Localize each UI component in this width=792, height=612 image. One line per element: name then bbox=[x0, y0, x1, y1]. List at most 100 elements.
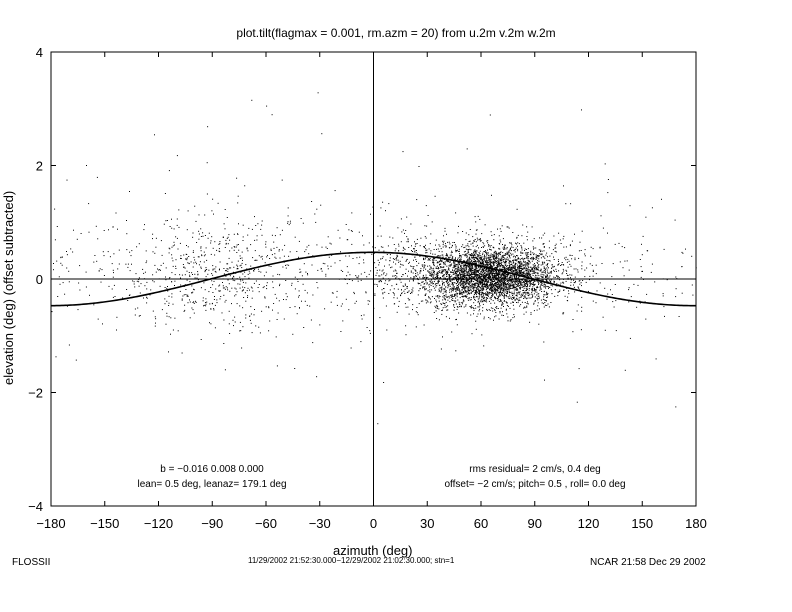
data-point bbox=[524, 275, 526, 276]
data-point bbox=[534, 267, 535, 269]
data-point bbox=[492, 269, 493, 271]
data-point bbox=[477, 261, 479, 263]
data-point bbox=[478, 273, 480, 274]
data-point bbox=[112, 296, 114, 298]
data-point bbox=[547, 281, 549, 283]
data-point bbox=[526, 252, 528, 254]
data-point bbox=[485, 292, 486, 294]
data-point bbox=[457, 282, 458, 284]
data-point bbox=[513, 283, 515, 285]
data-point bbox=[439, 287, 441, 289]
data-point bbox=[569, 245, 571, 247]
data-point bbox=[429, 265, 431, 267]
data-point bbox=[465, 280, 467, 282]
data-point bbox=[524, 290, 526, 292]
data-point bbox=[464, 289, 466, 291]
data-point bbox=[487, 262, 489, 264]
data-point bbox=[459, 297, 461, 299]
data-point bbox=[475, 269, 476, 271]
data-point bbox=[460, 270, 462, 272]
data-point bbox=[498, 294, 500, 296]
data-point bbox=[525, 280, 527, 282]
data-point bbox=[144, 224, 145, 226]
data-point bbox=[416, 307, 418, 308]
data-point bbox=[472, 236, 474, 238]
data-point bbox=[475, 284, 477, 286]
data-point bbox=[482, 254, 484, 256]
data-point bbox=[303, 263, 305, 265]
data-point bbox=[479, 293, 480, 294]
data-point bbox=[471, 262, 473, 264]
data-point bbox=[465, 248, 467, 250]
data-point bbox=[476, 293, 477, 295]
data-point bbox=[497, 280, 499, 282]
data-point bbox=[512, 232, 514, 233]
data-point bbox=[493, 239, 495, 241]
data-point bbox=[460, 265, 461, 267]
data-point bbox=[466, 255, 468, 257]
data-point bbox=[419, 288, 421, 290]
data-point bbox=[512, 304, 514, 306]
data-point bbox=[503, 287, 505, 289]
data-point bbox=[506, 292, 507, 294]
data-point bbox=[444, 270, 446, 272]
data-point bbox=[486, 309, 488, 311]
data-point bbox=[449, 260, 451, 262]
data-point bbox=[490, 271, 492, 273]
data-point bbox=[575, 268, 577, 270]
data-point bbox=[471, 276, 473, 278]
data-point bbox=[249, 272, 251, 274]
data-point bbox=[453, 288, 455, 290]
data-point bbox=[488, 244, 490, 246]
data-point bbox=[479, 280, 481, 282]
data-point bbox=[501, 304, 503, 306]
data-point bbox=[480, 257, 481, 259]
data-point bbox=[469, 259, 471, 261]
data-point bbox=[507, 258, 509, 260]
data-point bbox=[406, 216, 408, 218]
data-point bbox=[446, 253, 447, 255]
data-point bbox=[439, 296, 441, 297]
data-point bbox=[531, 292, 533, 294]
data-point bbox=[496, 257, 498, 259]
data-point bbox=[539, 237, 540, 239]
data-point bbox=[513, 289, 515, 291]
data-point bbox=[494, 296, 496, 298]
data-point bbox=[511, 276, 513, 278]
data-point bbox=[521, 247, 523, 249]
data-point bbox=[499, 262, 501, 264]
data-point bbox=[193, 262, 195, 264]
data-point bbox=[532, 294, 534, 296]
data-point bbox=[237, 260, 239, 262]
data-point bbox=[186, 270, 188, 272]
data-point bbox=[506, 270, 507, 272]
data-point bbox=[218, 290, 220, 292]
data-point bbox=[521, 284, 523, 286]
data-point bbox=[190, 261, 192, 263]
data-point bbox=[494, 259, 496, 261]
data-point bbox=[422, 265, 424, 267]
data-point bbox=[475, 272, 477, 274]
data-point bbox=[543, 284, 545, 286]
data-point bbox=[423, 246, 425, 248]
data-point bbox=[498, 301, 500, 303]
data-point bbox=[494, 284, 496, 286]
data-point bbox=[474, 269, 476, 271]
data-point bbox=[553, 270, 555, 272]
data-point bbox=[496, 273, 498, 275]
data-point bbox=[533, 248, 534, 250]
data-point bbox=[420, 268, 422, 270]
data-point bbox=[481, 274, 482, 276]
data-point bbox=[250, 244, 252, 246]
data-point bbox=[460, 284, 462, 286]
data-point bbox=[562, 238, 564, 240]
data-point bbox=[542, 271, 544, 273]
data-point bbox=[464, 287, 466, 289]
data-point bbox=[531, 288, 533, 290]
data-point bbox=[471, 271, 473, 273]
data-point bbox=[428, 259, 430, 260]
data-point bbox=[242, 307, 244, 309]
data-point bbox=[482, 284, 483, 286]
data-point bbox=[155, 237, 157, 239]
